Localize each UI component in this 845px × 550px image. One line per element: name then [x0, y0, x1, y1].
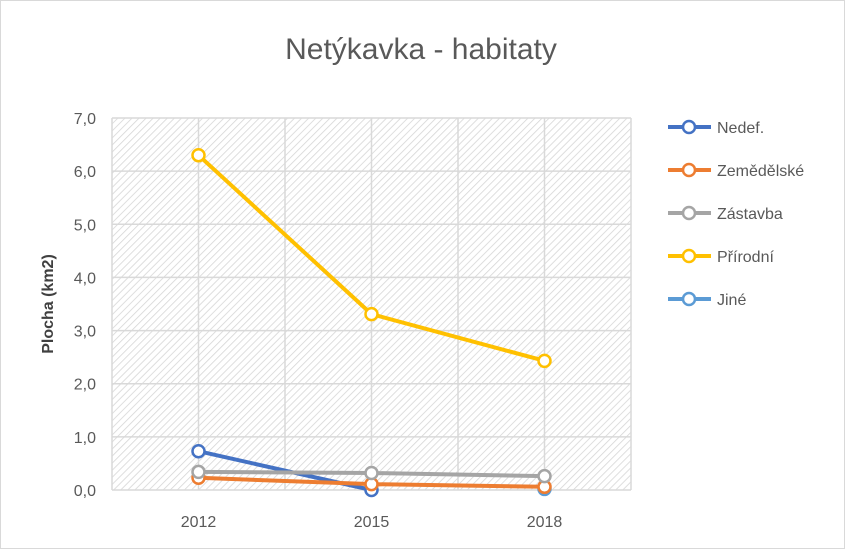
x-tick-label: 2012	[181, 514, 217, 531]
data-point	[191, 443, 206, 459]
y-tick-label: 2,0	[74, 377, 96, 394]
legend-marker	[681, 291, 697, 307]
data-point	[191, 464, 206, 480]
data-point	[537, 353, 552, 369]
legend-marker	[681, 119, 697, 135]
y-tick-label: 6,0	[74, 164, 96, 181]
y-tick-label: 4,0	[74, 270, 96, 287]
y-tick-label: 1,0	[74, 430, 96, 447]
y-tick-label: 7,0	[74, 111, 96, 128]
legend-label: Zástavba	[717, 206, 783, 223]
legend-marker	[681, 205, 697, 221]
x-tick-label: 2015	[354, 514, 390, 531]
data-point	[364, 306, 379, 322]
legend-marker	[681, 162, 697, 178]
y-tick-label: 3,0	[74, 324, 96, 341]
y-tick-label: 5,0	[74, 217, 96, 234]
y-axis-label: Plocha (km2)	[40, 254, 57, 354]
legend-label: Zemědělské	[717, 163, 804, 180]
legend-marker	[681, 248, 697, 264]
data-point	[364, 465, 379, 481]
x-tick-label: 2018	[527, 514, 563, 531]
legend-label: Jiné	[717, 292, 746, 309]
y-tick-label: 0,0	[74, 483, 96, 500]
data-point	[191, 147, 206, 163]
legend-label: Přírodní	[717, 249, 774, 266]
chart-title: Netýkavka - habitaty	[285, 33, 557, 66]
data-point	[537, 468, 552, 484]
legend-label: Nedef.	[717, 120, 764, 137]
